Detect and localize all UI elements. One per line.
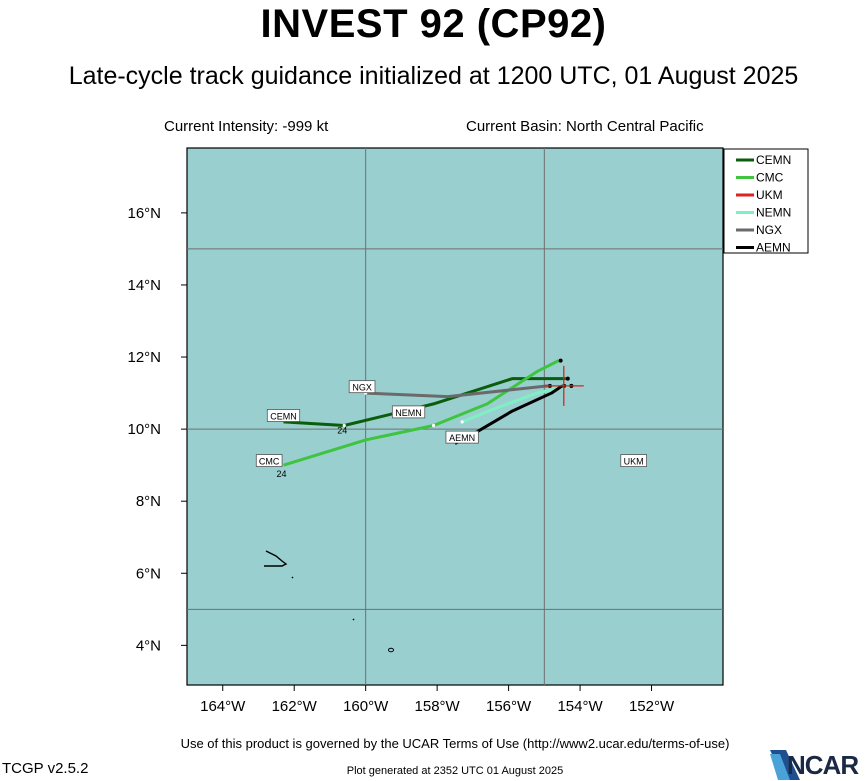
lat-tick-label: 10°N <box>127 421 161 438</box>
legend-entry-cemn: CEMN <box>756 153 791 167</box>
lon-tick-label: 158°W <box>415 698 461 715</box>
track-ngx <box>365 384 549 399</box>
lat-tick-label: 14°N <box>127 277 161 294</box>
legend-entry-nemn: NEMN <box>756 206 791 220</box>
current-position-marker <box>543 365 584 406</box>
track-labels: CEMN CMC NGX NEMN AEMN UKM <box>255 380 647 467</box>
track-label-nemn: NEMN <box>395 408 422 418</box>
track-label-box <box>255 454 283 467</box>
track-label-box <box>445 430 479 444</box>
lon-tick-label: 160°W <box>343 698 389 715</box>
lat-tick-label: 16°N <box>127 205 161 222</box>
map-gridlines <box>187 148 723 685</box>
track-start-point <box>565 376 570 381</box>
legend-box <box>723 148 809 254</box>
track-24h-point <box>431 423 436 428</box>
lon-tick-label: 162°W <box>272 698 318 715</box>
model-tracks: 24 24 <box>276 358 574 479</box>
terms-of-use: Use of this product is governed by the U… <box>180 736 730 751</box>
lat-tick-label: 6°N <box>136 565 161 582</box>
track-label-box <box>391 405 426 419</box>
track-label-ngx: NGX <box>352 383 372 393</box>
lon-tick-label: 156°W <box>486 698 532 715</box>
ncar-logo-mark-icon <box>770 750 800 780</box>
track-label-ukm: UKM <box>624 457 644 467</box>
version-label: TCGP v2.5.2 <box>2 760 89 777</box>
legend-entry-ukm: UKM <box>756 188 783 202</box>
lat-tick-label: 12°N <box>127 349 161 366</box>
lat-tick-label: 8°N <box>136 493 161 510</box>
ncar-logo-text: NCAR <box>787 750 859 780</box>
current-basin: Current Basin: North Central Pacific <box>466 118 704 135</box>
map-islands <box>264 550 394 653</box>
track-24h-point <box>342 423 346 428</box>
track-start-point <box>558 358 563 363</box>
track-label-aemn: AEMN <box>449 433 475 443</box>
24h-label: 24 <box>276 469 286 479</box>
24h-label: 24 <box>337 426 347 436</box>
island-niihau-kauai <box>264 550 288 567</box>
current-intensity: Current Intensity: -999 kt <box>164 118 329 135</box>
ncar-logo: NCAR <box>770 750 867 780</box>
lon-tick-label: 152°W <box>629 698 675 715</box>
lat-tick-label: 4°N <box>136 637 161 654</box>
track-cmc <box>283 359 560 467</box>
track-24h-point <box>460 420 464 424</box>
island-atoll <box>388 647 394 653</box>
track-label-box <box>620 454 647 467</box>
legend-entry-aemn: AEMN <box>756 241 791 255</box>
legend-entry-cmc: CMC <box>756 171 784 185</box>
island-reef <box>352 618 355 621</box>
track-label-box <box>266 409 301 422</box>
lon-tick-label: 154°W <box>557 698 603 715</box>
track-label-cmc: CMC <box>259 457 280 467</box>
legend: CEMN CMC UKM NEMN NGX AEMN <box>723 148 809 255</box>
track-label-box <box>348 380 376 394</box>
page-title: INVEST 92 (CP92) <box>260 2 607 46</box>
page-subtitle: Late-cycle track guidance initialized at… <box>68 62 799 90</box>
track-label-cemn: CEMN <box>270 412 297 422</box>
axis-ticks: 164°W 162°W 160°W 158°W 156°W 154°W 152°W 16°N 1… <box>127 205 674 715</box>
track-nemn <box>461 384 570 424</box>
island-shoal <box>291 576 294 579</box>
generated-timestamp: Plot generated at 2352 UTC 01 August 202… <box>346 765 564 777</box>
lon-tick-label: 164°W <box>200 698 246 715</box>
track-cemn <box>283 377 566 428</box>
legend-entry-ngx: NGX <box>756 223 782 237</box>
